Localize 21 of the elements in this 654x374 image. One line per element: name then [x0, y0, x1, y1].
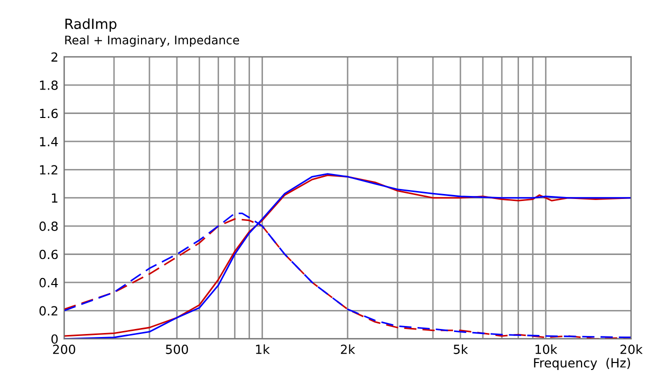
x-tick-label: 5k: [454, 344, 468, 354]
y-tick-label: 0.4: [39, 278, 58, 288]
x-tick-label: 10k: [536, 344, 558, 354]
y-tick-label: 1.6: [40, 108, 58, 118]
chart-subtitle: Real + Imaginary, Impedance: [65, 35, 240, 47]
y-tick-label: 0.6: [39, 250, 58, 260]
y-tick-label: 1: [52, 193, 58, 203]
y-tick-label: 0.8: [39, 222, 58, 231]
x-tick-label: 20k: [620, 344, 643, 354]
y-tick-label: 1.8: [40, 80, 58, 90]
chart-title: RadImp: [65, 18, 116, 32]
y-tick-label: 0.2: [39, 306, 58, 316]
y-tick-label: 1.4: [40, 137, 58, 146]
x-tick-label: 200: [53, 344, 76, 354]
y-tick-label: 2: [52, 52, 58, 62]
x-axis-title: Frequency (Hz): [534, 358, 630, 370]
x-tick-label: 1k: [256, 344, 270, 354]
y-tick-label: 1.2: [40, 165, 58, 174]
x-tick-label: 2k: [340, 344, 356, 354]
y-tick-label: 0: [51, 334, 58, 344]
x-tick-label: 500: [166, 344, 188, 354]
